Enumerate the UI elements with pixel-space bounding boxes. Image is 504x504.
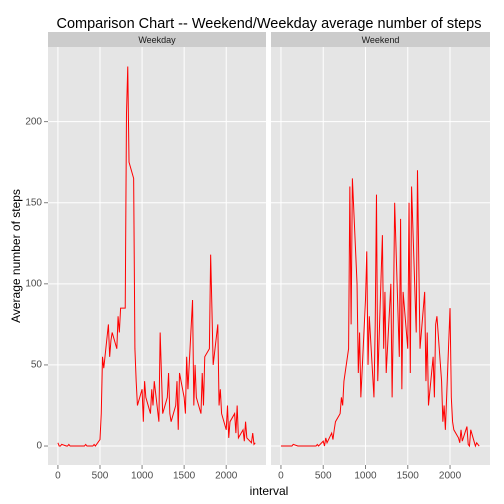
panel-background (48, 47, 266, 465)
x-tick-label: 1000 (354, 471, 377, 482)
y-tick-label: 150 (25, 197, 42, 208)
y-tick-label: 0 (36, 441, 42, 452)
data-line (57, 66, 256, 447)
x-tick-label: 0 (55, 471, 61, 482)
x-tick-label: 2000 (215, 471, 238, 482)
strip-background (48, 32, 266, 47)
data-line (280, 170, 480, 448)
x-axis-title: interval (250, 484, 289, 498)
x-tick-label: 2000 (439, 471, 462, 482)
panel-background (271, 47, 490, 465)
x-tick-label: 0 (278, 471, 284, 482)
strip-background (271, 32, 490, 47)
y-tick-label: 50 (31, 360, 43, 371)
x-tick-label: 500 (92, 471, 109, 482)
x-tick-label: 1000 (131, 471, 154, 482)
y-axis-title: Average number of steps (9, 189, 23, 323)
strip-label: Weekday (138, 35, 176, 45)
x-tick-label: 1500 (173, 471, 196, 482)
x-tick-label: 500 (315, 471, 332, 482)
x-tick-label: 1500 (397, 471, 420, 482)
y-tick-label: 200 (25, 116, 42, 127)
strip-label: Weekend (362, 35, 400, 45)
y-tick-label: 100 (25, 278, 42, 289)
chart-title: Comparison Chart -- Weekend/Weekday aver… (56, 16, 481, 32)
